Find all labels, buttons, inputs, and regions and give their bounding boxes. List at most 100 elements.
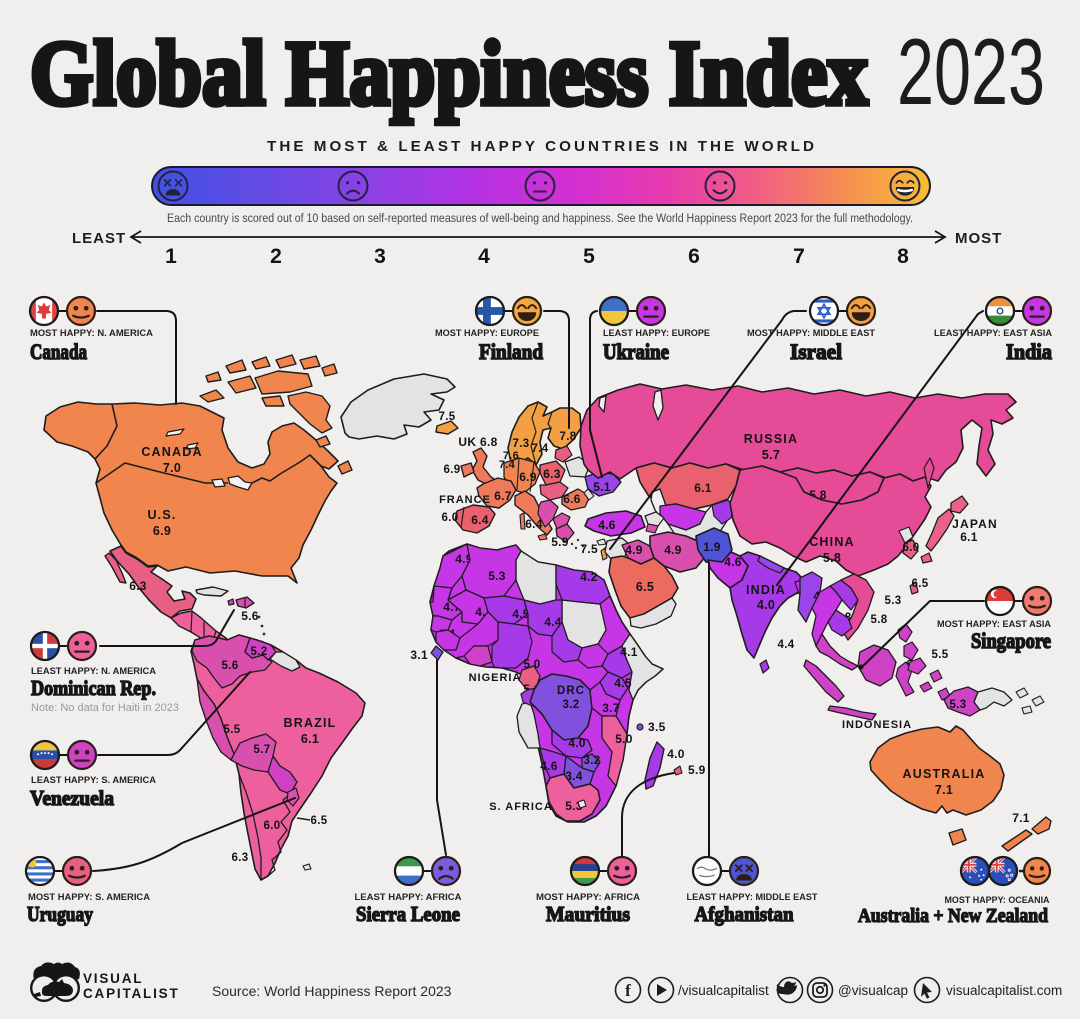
svg-text:MOST HAPPY: EUROPE: MOST HAPPY: EUROPE xyxy=(435,328,539,338)
svg-text:MOST HAPPY: N. AMERICA: MOST HAPPY: N. AMERICA xyxy=(30,328,154,338)
svg-text:Note: No data for Haiti in 202: Note: No data for Haiti in 2023 xyxy=(31,702,179,714)
svg-text:4: 4 xyxy=(478,245,490,268)
svg-text:LEAST HAPPY: MIDDLE EAST: LEAST HAPPY: MIDDLE EAST xyxy=(687,892,819,902)
svg-text:4.4: 4.4 xyxy=(778,639,795,651)
svg-text:5.5: 5.5 xyxy=(224,724,241,736)
svg-text:RUSSIA: RUSSIA xyxy=(744,432,798,446)
svg-text:CANADA: CANADA xyxy=(141,445,202,459)
svg-text:6.3: 6.3 xyxy=(543,467,561,481)
svg-text:3.1: 3.1 xyxy=(410,648,428,662)
svg-text:7.4: 7.4 xyxy=(532,443,549,455)
svg-text:Source: World Happiness Report: Source: World Happiness Report 2023 xyxy=(212,983,452,999)
svg-text:5.7: 5.7 xyxy=(254,744,271,756)
svg-text:3.7: 3.7 xyxy=(602,701,620,715)
svg-text:VISUAL: VISUAL xyxy=(83,971,143,986)
svg-text:7.0: 7.0 xyxy=(163,461,181,475)
svg-text:visualcapitalist.com: visualcapitalist.com xyxy=(946,983,1062,998)
svg-text:1: 1 xyxy=(165,245,177,268)
svg-text:f: f xyxy=(625,981,631,1000)
svg-text:6.3: 6.3 xyxy=(129,579,147,593)
svg-text:6.5: 6.5 xyxy=(636,580,654,594)
svg-text:5.3: 5.3 xyxy=(488,569,506,583)
svg-text:NIGERIA: NIGERIA xyxy=(469,672,522,684)
svg-text:4.0: 4.0 xyxy=(757,598,775,612)
svg-text:MOST HAPPY: MIDDLE EAST: MOST HAPPY: MIDDLE EAST xyxy=(747,328,876,338)
svg-text:4.2: 4.2 xyxy=(580,570,598,584)
svg-text:S. AFRICA: S. AFRICA xyxy=(489,801,553,813)
svg-text:8: 8 xyxy=(897,245,909,268)
svg-text:4.5: 4.5 xyxy=(614,676,632,690)
svg-text:5.0: 5.0 xyxy=(615,732,633,746)
svg-text:7.4: 7.4 xyxy=(499,459,516,471)
svg-text:7.5: 7.5 xyxy=(580,542,598,556)
svg-text:7.8: 7.8 xyxy=(560,431,577,443)
svg-text:INDIA: INDIA xyxy=(746,583,786,597)
svg-text:@visualcap: @visualcap xyxy=(838,983,908,998)
svg-text:6.7: 6.7 xyxy=(494,489,512,503)
svg-text:4.0: 4.0 xyxy=(568,736,586,750)
svg-text:7: 7 xyxy=(793,245,805,268)
svg-text:Afghanistan: Afghanistan xyxy=(695,902,794,926)
svg-text:Mauritius: Mauritius xyxy=(546,902,630,926)
svg-text:Singapore: Singapore xyxy=(971,628,1051,653)
svg-text:4.1: 4.1 xyxy=(620,645,638,659)
svg-text:2: 2 xyxy=(270,245,282,268)
svg-text:7.5: 7.5 xyxy=(439,411,456,423)
svg-text:Canada: Canada xyxy=(30,339,87,364)
svg-text:FRANCE: FRANCE xyxy=(439,494,491,506)
svg-text:6.6: 6.6 xyxy=(563,492,581,506)
svg-text:6.0: 6.0 xyxy=(903,542,920,554)
svg-text:3.2: 3.2 xyxy=(563,699,580,711)
svg-text:6.5: 6.5 xyxy=(912,578,929,590)
svg-text:Ukraine: Ukraine xyxy=(603,339,669,364)
svg-text:6.3: 6.3 xyxy=(232,852,249,864)
svg-text:Uruguay: Uruguay xyxy=(27,902,93,926)
svg-text:LEAST HAPPY: S. AMERICA: LEAST HAPPY: S. AMERICA xyxy=(31,775,157,785)
svg-text:Each country is scored out of: Each country is scored out of 10 based o… xyxy=(167,211,913,225)
svg-text:Sierra Leone: Sierra Leone xyxy=(356,902,460,926)
svg-text:Dominican Rep.: Dominican Rep. xyxy=(31,676,156,700)
svg-text:MOST HAPPY: OCEANIA: MOST HAPPY: OCEANIA xyxy=(945,895,1050,905)
svg-text:6.0: 6.0 xyxy=(264,820,281,832)
svg-text:Israel: Israel xyxy=(790,339,842,364)
svg-text:THE MOST & LEAST HAPPY COUNTRI: THE MOST & LEAST HAPPY COUNTRIES IN THE … xyxy=(267,138,817,155)
svg-text:6.1: 6.1 xyxy=(694,481,712,495)
svg-text:India: India xyxy=(1006,339,1052,364)
svg-text:4.6: 4.6 xyxy=(598,518,616,532)
svg-text:5.1: 5.1 xyxy=(593,480,611,494)
svg-text:6.0: 6.0 xyxy=(442,512,459,524)
svg-text:3.2: 3.2 xyxy=(584,755,601,767)
svg-text:7.6: 7.6 xyxy=(503,450,519,462)
svg-text:5: 5 xyxy=(583,245,595,268)
svg-text:INDONESIA: INDONESIA xyxy=(842,719,912,731)
svg-text:/visualcapitalist: /visualcapitalist xyxy=(678,983,769,998)
svg-text:4.0: 4.0 xyxy=(667,747,685,761)
svg-text:Venezuela: Venezuela xyxy=(30,786,114,810)
svg-text:4.6: 4.6 xyxy=(540,759,558,773)
svg-text:6.9: 6.9 xyxy=(519,470,537,484)
svg-text:Global Happiness Index: Global Happiness Index xyxy=(30,22,868,124)
svg-text:3: 3 xyxy=(374,245,386,268)
svg-text:UK 6.8: UK 6.8 xyxy=(458,435,497,449)
svg-text:5.9: 5.9 xyxy=(688,763,706,777)
svg-text:LEAST HAPPY: N. AMERICA: LEAST HAPPY: N. AMERICA xyxy=(31,666,157,676)
svg-text:6.5: 6.5 xyxy=(311,815,328,827)
svg-text:7.1: 7.1 xyxy=(1012,811,1030,825)
svg-text:CAPITALIST: CAPITALIST xyxy=(83,986,180,1001)
svg-text:6.4: 6.4 xyxy=(525,517,543,531)
svg-text:4.9: 4.9 xyxy=(664,543,682,557)
svg-text:MOST HAPPY: EAST ASIA: MOST HAPPY: EAST ASIA xyxy=(937,619,1052,629)
svg-text:3.4: 3.4 xyxy=(565,769,583,783)
svg-text:5.3: 5.3 xyxy=(885,595,902,607)
svg-text:2023: 2023 xyxy=(897,19,1045,124)
svg-text:5.3: 5.3 xyxy=(950,699,967,711)
svg-text:3.5: 3.5 xyxy=(648,720,666,734)
svg-text:LEAST: LEAST xyxy=(72,230,126,247)
svg-text:Australia + New Zealand: Australia + New Zealand xyxy=(858,905,1048,927)
svg-text:1.9: 1.9 xyxy=(703,540,721,554)
svg-text:4.6: 4.6 xyxy=(724,555,742,569)
svg-text:5.5: 5.5 xyxy=(932,649,949,661)
svg-text:5.6: 5.6 xyxy=(241,609,259,623)
svg-text:6.4: 6.4 xyxy=(471,513,489,527)
svg-text:Finland: Finland xyxy=(479,339,543,364)
